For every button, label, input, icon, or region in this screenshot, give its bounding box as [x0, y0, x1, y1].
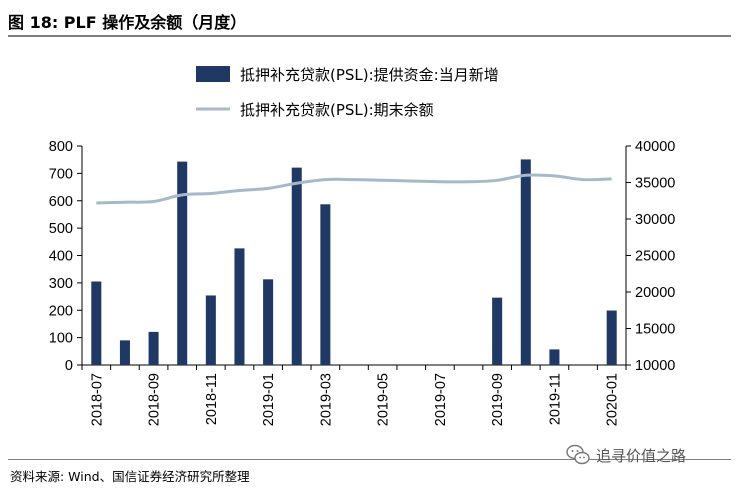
x-tick-label: 2019-11 — [547, 373, 563, 425]
bar — [205, 295, 216, 365]
y-right-tick-label: 40000 — [635, 139, 675, 155]
tick-labels: 0 100 200 300 400 500 600 700 800 10000 15000 20000… — [49, 139, 676, 426]
y-right-tick-label: 30000 — [635, 212, 675, 228]
figure-title: 图 18: PLF 操作及余额（月度） — [8, 13, 247, 32]
y-left-tick-label: 100 — [49, 331, 73, 347]
x-tick-label: 2018-07 — [89, 373, 105, 426]
bar-series — [91, 159, 617, 365]
x-tick-label: 2018-09 — [147, 373, 163, 426]
y-left-tick-label: 600 — [49, 194, 73, 210]
legend-bar-swatch — [196, 66, 230, 82]
axes — [77, 145, 631, 370]
y-left-tick-label: 0 — [65, 358, 73, 374]
y-right-tick-label: 25000 — [635, 249, 675, 265]
balance-line — [96, 173, 612, 205]
y-left-tick-label: 200 — [49, 303, 73, 319]
bar — [263, 279, 274, 365]
bar — [320, 204, 331, 365]
y-right-tick-label: 15000 — [635, 322, 675, 338]
bar — [492, 297, 503, 365]
x-tick-label: 2019-05 — [376, 373, 392, 426]
legend-line-label: 抵押补充贷款(PSL):期末余额 — [240, 101, 434, 119]
y-right-tick-label: 20000 — [635, 285, 675, 301]
x-tick-label: 2019-09 — [490, 373, 506, 426]
x-tick-label: 2019-01 — [261, 373, 277, 426]
bar — [520, 159, 531, 365]
x-tick-label: 2019-07 — [433, 373, 449, 426]
bar — [91, 281, 102, 365]
title-divider — [8, 35, 731, 37]
y-left-tick-label: 400 — [49, 249, 73, 265]
legend-bar-label: 抵押补充贷款(PSL):提供资金:当月新增 — [240, 66, 499, 84]
bar — [148, 331, 159, 365]
y-right-tick-label: 10000 — [635, 358, 675, 374]
x-tick-label: 2019-03 — [318, 373, 334, 426]
y-right-tick-label: 35000 — [635, 176, 675, 192]
source-divider — [8, 459, 731, 460]
x-tick-label: 2020-01 — [605, 373, 621, 426]
y-left-tick-label: 700 — [49, 166, 73, 182]
bar — [606, 310, 617, 365]
wechat-icon — [566, 444, 590, 465]
line-series — [96, 173, 612, 205]
y-left-tick-label: 800 — [49, 139, 73, 155]
y-left-tick-label: 300 — [49, 276, 73, 292]
bar — [549, 349, 560, 365]
bar — [119, 340, 130, 365]
source-note: 资料来源: Wind、国信证券经济研究所整理 — [10, 469, 250, 484]
watermark: 追寻价值之路 — [566, 443, 686, 467]
x-tick-label: 2018-11 — [204, 373, 220, 425]
bar — [291, 167, 302, 365]
legend: 抵押补充贷款(PSL):提供资金:当月新增 抵押补充贷款(PSL):期末余额 — [196, 66, 499, 119]
y-left-tick-label: 500 — [49, 221, 73, 237]
watermark-text: 追寻价值之路 — [596, 446, 687, 465]
bar — [177, 161, 188, 365]
bar — [234, 248, 245, 365]
